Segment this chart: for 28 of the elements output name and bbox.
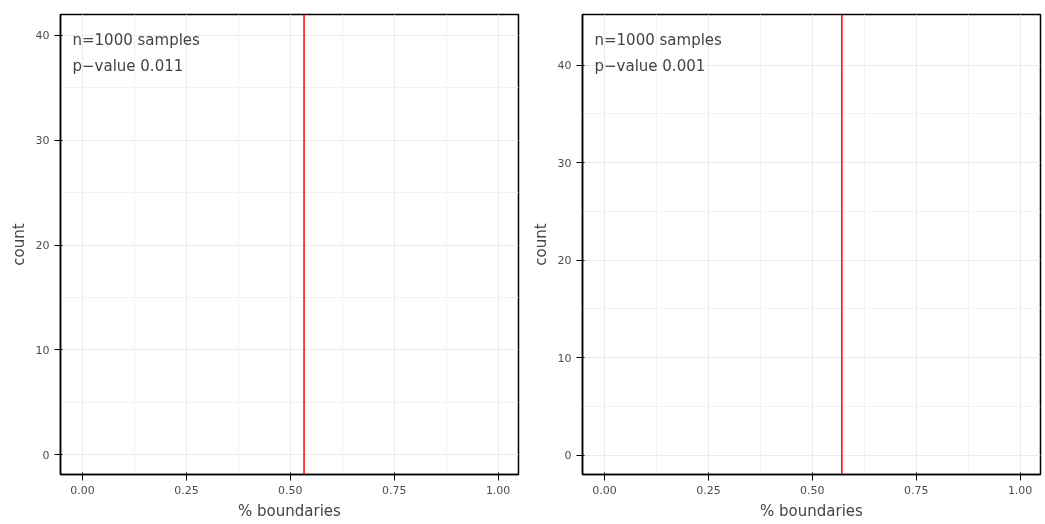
x-tick-label: 0.00 — [592, 483, 617, 497]
x-tick-label: 0.00 — [70, 483, 95, 497]
annotation: p−value 0.011 — [72, 56, 184, 75]
x-tick-label: 0.25 — [696, 483, 721, 497]
y-tick-label: 10 — [35, 343, 50, 357]
y-tick-label: 0 — [564, 449, 572, 463]
x-axis-title: % boundaries — [238, 501, 342, 520]
y-tick-label: 20 — [35, 239, 50, 253]
x-tick-label: 0.50 — [800, 483, 825, 497]
x-tick-label: 0.75 — [903, 483, 929, 497]
y-tick-label: 0 — [42, 448, 50, 462]
y-axis-title: count — [9, 223, 28, 266]
x-tick-label: 1.00 — [485, 483, 511, 497]
annotation: n=1000 samples — [72, 30, 201, 49]
annotation: n=1000 samples — [594, 30, 723, 49]
y-axis-title: count — [531, 223, 550, 266]
y-tick-label: 20 — [557, 254, 572, 268]
annotation: p−value 0.001 — [594, 56, 706, 75]
y-tick-label: 10 — [557, 351, 572, 365]
x-axis-title: % boundaries — [760, 501, 864, 520]
x-tick-label: 0.25 — [174, 483, 199, 497]
x-tick-label: 0.50 — [278, 483, 303, 497]
y-tick-label: 30 — [557, 156, 572, 170]
x-tick-label: 1.00 — [1007, 483, 1033, 497]
x-tick-label: 0.75 — [381, 483, 407, 497]
y-tick-label: 40 — [35, 29, 50, 43]
y-tick-label: 30 — [35, 134, 50, 148]
y-tick-label: 40 — [557, 59, 572, 73]
